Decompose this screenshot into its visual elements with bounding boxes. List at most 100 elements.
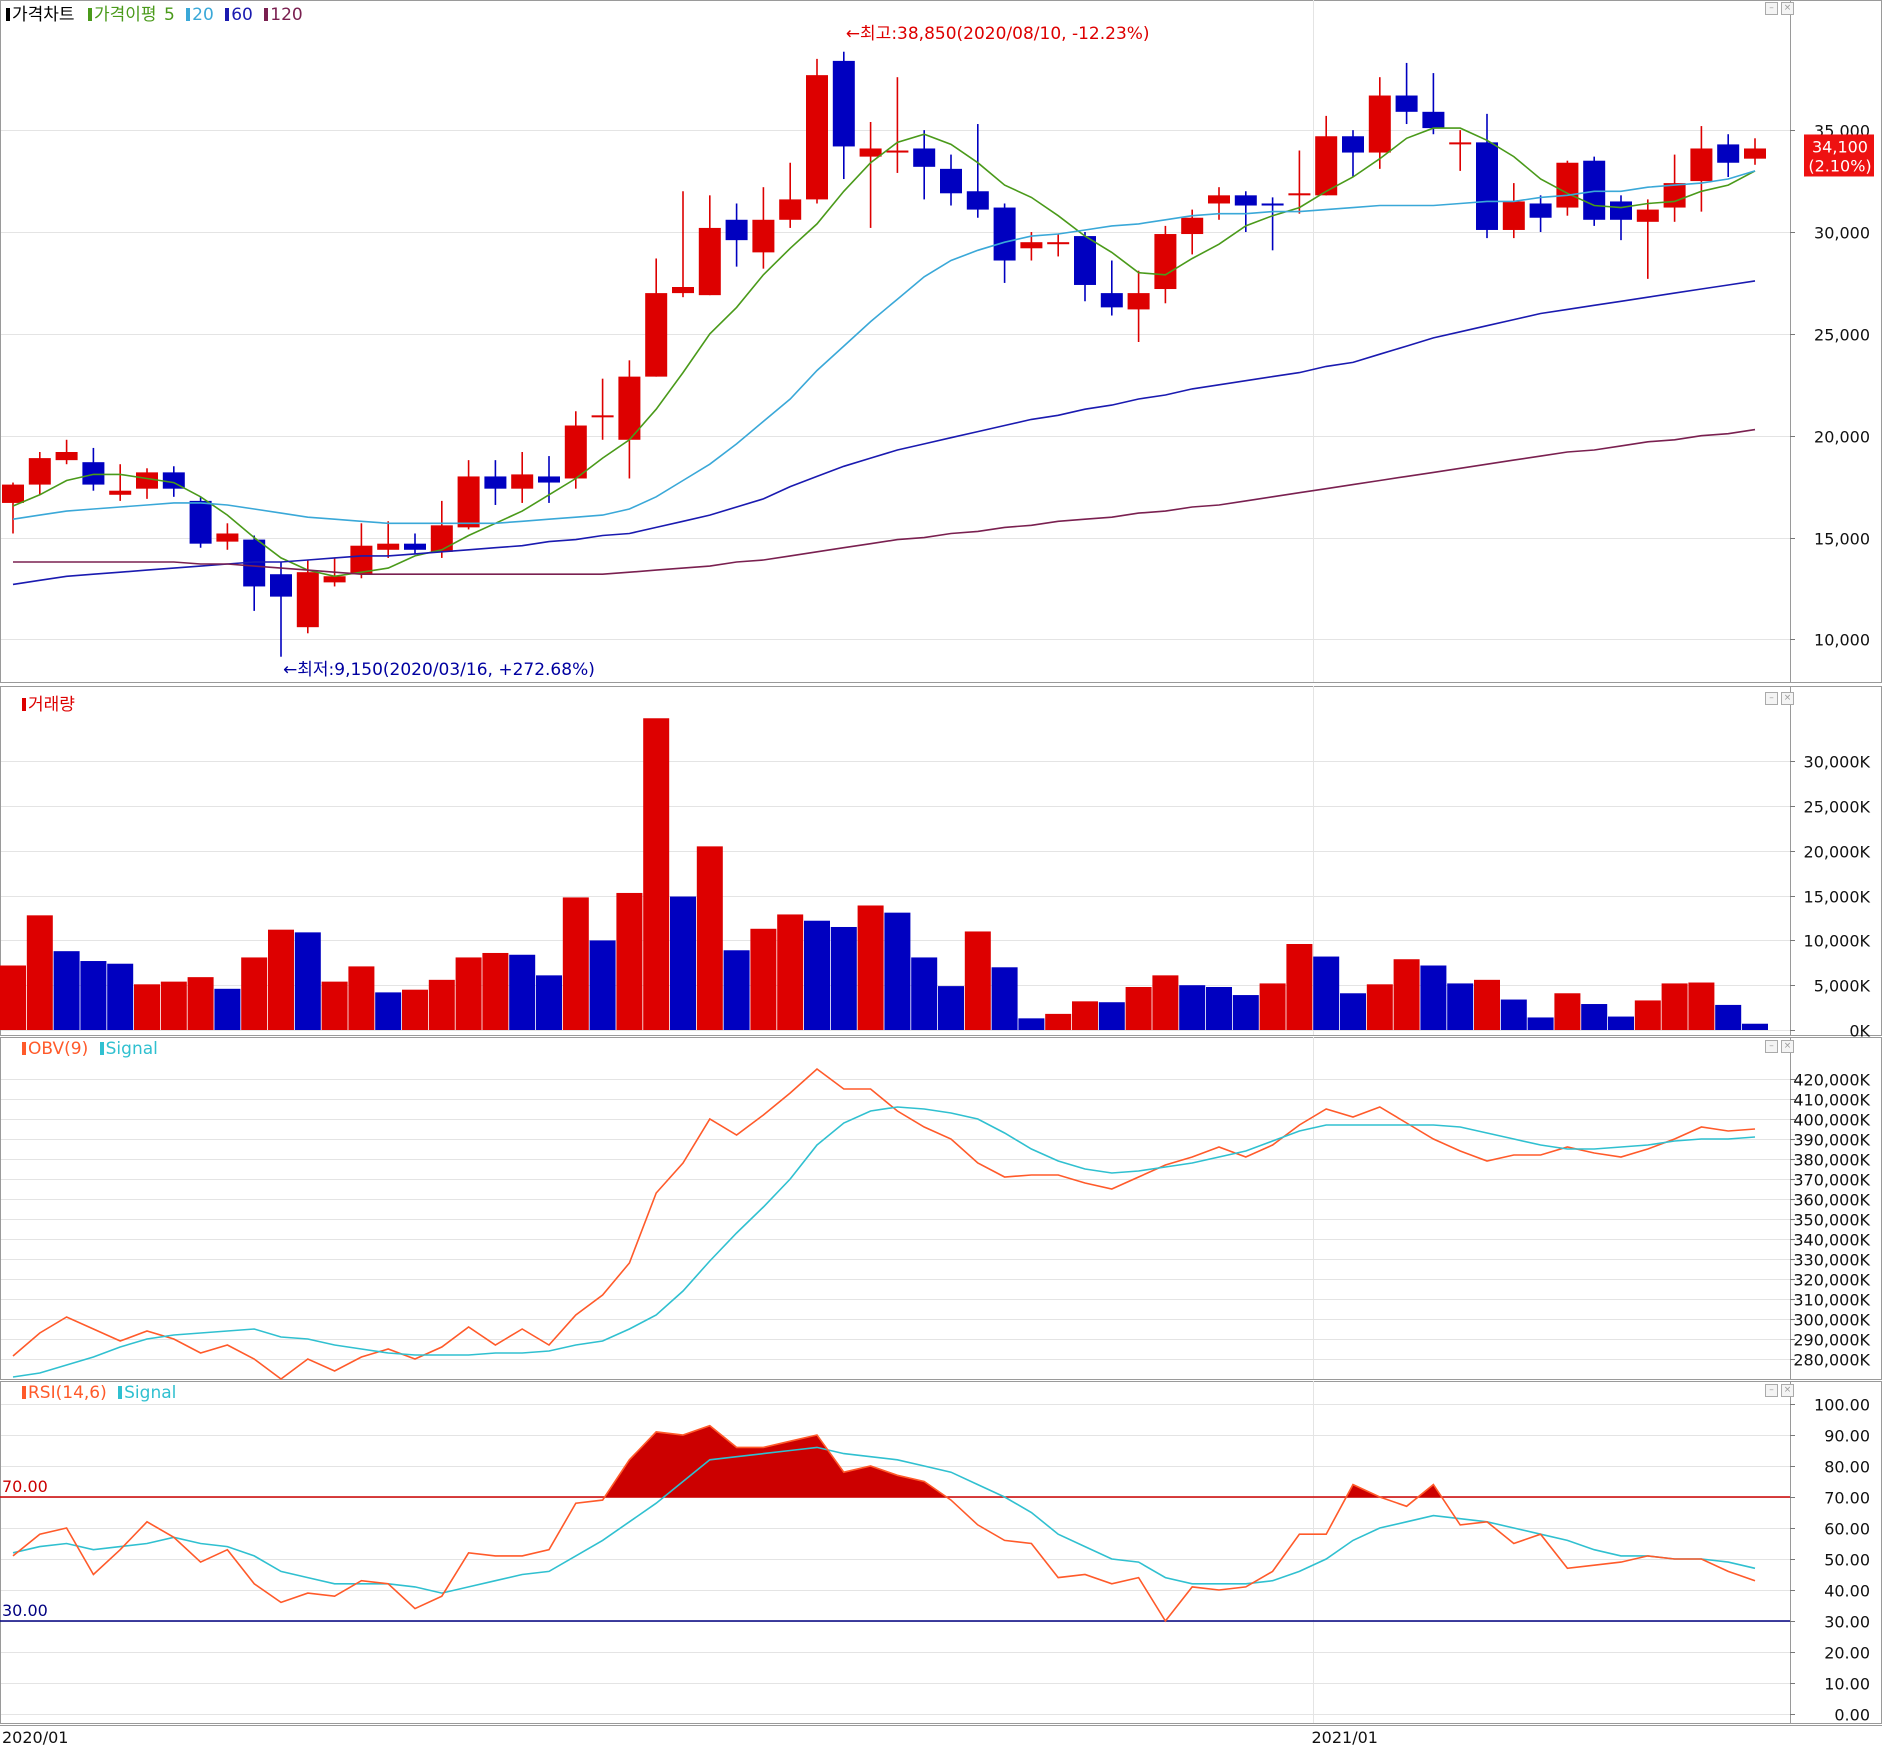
volume-bar [1072, 1001, 1098, 1030]
candle-body [993, 207, 1016, 261]
volume-bar [750, 928, 777, 1030]
minimize-icon[interactable]: – [1765, 1384, 1778, 1397]
volume-bar [1634, 1000, 1661, 1030]
candle-body [109, 490, 132, 495]
volume-bar [1715, 1004, 1742, 1030]
volume-bar [777, 914, 804, 1030]
candle-body [1476, 142, 1498, 230]
volume-bar [428, 979, 455, 1030]
volume-bar [482, 952, 509, 1030]
candle-body [1556, 162, 1579, 208]
candle-body [1368, 95, 1391, 153]
low-annotation: ←최저:9,150(2020/03/16, +272.68%) [283, 660, 595, 680]
x-label-mid: 2021/01 [1312, 1728, 1378, 1746]
candle-body [1342, 136, 1364, 153]
candle-body [1610, 201, 1632, 220]
y-tick-label: 320,000K [1793, 1271, 1870, 1290]
candle-body [913, 148, 936, 167]
candle-body [1020, 242, 1043, 249]
candle-body [1395, 95, 1418, 112]
price-legend: 가격차트 가격이평 5 20 60 120 [6, 0, 305, 25]
y-tick-label: 100.00 [1814, 1396, 1870, 1415]
y-tick-label: 330,000K [1793, 1251, 1870, 1270]
candle-body [966, 191, 989, 210]
volume-bar [1581, 1004, 1608, 1030]
y-tick-label: 70.00 [1824, 1489, 1870, 1508]
volume-bar [1286, 944, 1313, 1030]
volume-legend-label: 거래량 [28, 695, 75, 715]
candle-body [1100, 293, 1123, 308]
high-annotation: ←최고:38,850(2020/08/10, -12.23%) [846, 24, 1150, 44]
last-price-box [1804, 134, 1874, 177]
y-tick-label: 20,000 [1814, 428, 1870, 447]
candle-body [1502, 201, 1525, 230]
y-tick-label: 90.00 [1824, 1427, 1870, 1446]
obv-line [12, 1067, 1756, 1380]
obv-signal-legend: Signal [105, 1039, 158, 1059]
volume-bar [643, 718, 670, 1030]
minimize-icon[interactable]: – [1765, 2, 1778, 15]
y-tick-label: 350,000K [1793, 1211, 1870, 1230]
minimize-icon[interactable]: – [1765, 692, 1778, 705]
candle-body [1181, 217, 1204, 235]
y-tick-label: 300,000K [1793, 1311, 1870, 1330]
candle-body [1127, 293, 1150, 310]
last-price-change: (2.10%) [1808, 156, 1871, 175]
candle-body [511, 474, 534, 489]
candle-body [457, 476, 480, 528]
rsi-line [12, 1424, 1756, 1623]
candle-body [645, 293, 668, 377]
ma20-legend: 20 [192, 5, 214, 25]
volume-bar [938, 986, 964, 1030]
last-price-label: 34,100 [1812, 137, 1868, 156]
candle-body [430, 525, 453, 552]
close-icon[interactable]: × [1781, 2, 1794, 15]
candle-body [806, 75, 828, 200]
price-panel-buttons: – × [1762, 0, 1794, 15]
volume-panel-buttons: – × [1762, 690, 1794, 705]
volume-bar [964, 931, 991, 1030]
candle-body [162, 472, 185, 489]
candle-body [1583, 160, 1606, 220]
ma60-line [12, 280, 1756, 586]
y-tick-label: 30,000K [1804, 753, 1871, 772]
volume-bar [26, 915, 53, 1030]
volume-bar [1018, 1018, 1045, 1030]
candle-body [82, 462, 105, 485]
candle-body [591, 415, 614, 418]
minimize-icon[interactable]: – [1765, 1040, 1778, 1053]
close-icon[interactable]: × [1781, 1040, 1794, 1053]
candle-body [672, 287, 694, 294]
volume-bar [804, 920, 830, 1030]
candle-body [538, 476, 560, 483]
candle-body [564, 425, 587, 479]
volume-bar [348, 966, 375, 1030]
candle-body [725, 219, 748, 241]
rsi-legend: RSI(14,6) Signal [22, 1383, 178, 1403]
close-icon[interactable]: × [1781, 692, 1794, 705]
ma120-legend: 120 [270, 5, 303, 25]
y-tick-label: 0K [1849, 1022, 1870, 1041]
rsi-signal-legend: Signal [124, 1383, 177, 1403]
volume-bar [1688, 982, 1715, 1030]
y-tick-label: 400,000K [1793, 1111, 1870, 1130]
volume-bar [616, 892, 643, 1030]
y-tick-label: 360,000K [1793, 1191, 1870, 1210]
y-tick-label: 15,000 [1814, 530, 1870, 549]
obv-signal-line [12, 1106, 1756, 1378]
candle-body [270, 574, 292, 597]
y-tick-label: 0.00 [1834, 1706, 1870, 1725]
obv-panel-buttons: – × [1762, 1038, 1794, 1053]
candle-body [2, 484, 24, 503]
y-tick-label: 310,000K [1793, 1291, 1870, 1310]
candle-body [1422, 111, 1445, 129]
candle-body [1744, 148, 1766, 159]
candle-body [243, 539, 266, 587]
volume-bar [1742, 1023, 1768, 1030]
rsi-70-label: 70.00 [2, 1477, 48, 1496]
close-icon[interactable]: × [1781, 1384, 1794, 1397]
candle-body [1154, 234, 1177, 290]
x-label-start: 2020/01 [2, 1728, 68, 1746]
volume-bar [107, 963, 134, 1030]
volume-bar [1366, 984, 1393, 1030]
